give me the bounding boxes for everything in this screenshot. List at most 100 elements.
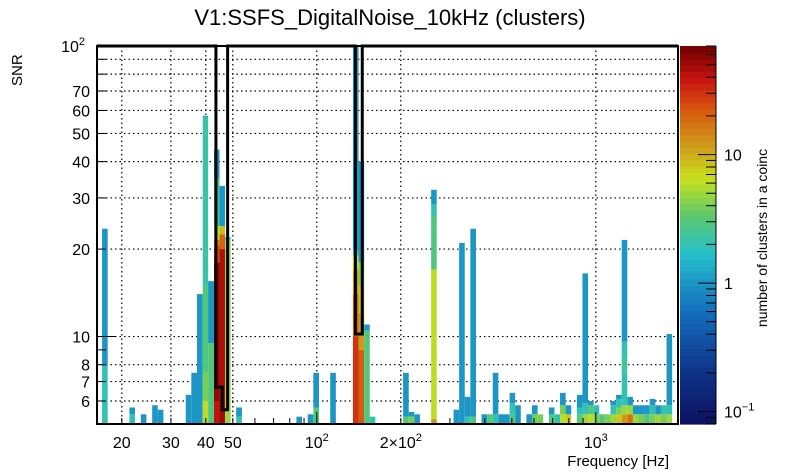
colorbar-swatch: [680, 247, 716, 255]
histogram-bin: [655, 414, 661, 424]
colorbar-swatch: [680, 241, 716, 249]
histogram-bin: [576, 394, 583, 408]
histogram-bin: [129, 407, 135, 415]
histogram-bin: [202, 116, 209, 286]
histogram-bin: [509, 414, 516, 424]
colorbar-swatch: [680, 367, 716, 375]
histogram-bin: [638, 405, 645, 415]
y-axis: 6 78 10 20 30 40 50 60 70 102: [61, 36, 115, 411]
colorbar-swatch: [680, 285, 716, 293]
colorbar-swatch: [680, 228, 716, 236]
histogram-bin: [593, 405, 600, 415]
histogram-bin: [610, 405, 617, 415]
histogram-bin: [509, 403, 516, 415]
colorbar-swatch: [680, 310, 716, 318]
colorbar-swatch: [680, 373, 716, 381]
histogram-bin: [621, 405, 628, 415]
colorbar-swatch: [680, 361, 716, 368]
histogram-bin: [470, 228, 476, 417]
colorbar-swatch: [680, 134, 716, 142]
x-tick-label: 40: [197, 435, 215, 452]
colorbar-swatch: [680, 405, 716, 412]
colorbar-swatch: [680, 260, 716, 268]
colorbar-swatch: [680, 90, 716, 97]
histogram-bin: [464, 396, 471, 417]
histogram-bin: [604, 414, 611, 424]
histogram-bin: [464, 416, 471, 424]
colorbar-swatch: [680, 96, 716, 104]
histogram-bin: [621, 414, 628, 424]
histogram-bin: [459, 242, 465, 424]
colorbar-swatch: [680, 291, 716, 299]
histogram-bin: [431, 269, 437, 420]
colorbar-swatch: [680, 417, 716, 425]
histogram-bin: [610, 414, 617, 424]
histogram-bin: [621, 388, 628, 406]
colorbar-swatch: [680, 83, 716, 91]
histogram-bin: [202, 400, 209, 424]
colorbar-swatch: [680, 266, 716, 274]
histogram-bin: [593, 414, 600, 424]
histogram-bin: [666, 405, 673, 415]
histogram-bin: [632, 414, 639, 424]
outline-step-line: [97, 44, 678, 412]
colorbar-swatch: [680, 386, 716, 394]
histogram-bin: [627, 405, 633, 415]
histogram-bin: [208, 281, 214, 424]
colorbar-swatch: [680, 46, 716, 53]
colorbar-swatch: [680, 178, 716, 186]
colorbar-swatch: [680, 190, 716, 198]
colorbar-swatch: [680, 329, 716, 337]
histogram-bin: [616, 394, 622, 399]
histogram-bin: [627, 414, 633, 424]
histogram-bin: [498, 414, 504, 424]
histogram-bin: [599, 414, 605, 424]
colorbar-swatch: [680, 392, 716, 400]
x-tick-label: 30: [162, 435, 180, 452]
plot-frame: [96, 45, 679, 425]
colorbar: 10−1 1 10: [680, 45, 754, 425]
x-tick-label: 20: [113, 435, 131, 452]
histogram-bin: [408, 416, 415, 424]
histogram-bin: [129, 414, 135, 424]
histogram-bin: [213, 400, 220, 424]
x-tick-label: 50: [224, 435, 242, 452]
histogram-bin: [431, 204, 437, 216]
histogram-bin: [588, 414, 594, 424]
histogram-bin: [313, 407, 319, 424]
colorbar-swatch: [680, 121, 716, 129]
colorbar-swatch: [680, 71, 716, 79]
histogram-bin: [369, 416, 376, 424]
histogram-bin: [532, 414, 538, 424]
colorbar-swatch: [680, 77, 716, 85]
histogram-bin: [352, 336, 359, 424]
colorbar-swatch: [680, 411, 716, 419]
x-axis: 20 30 40 50 102 2×102 103: [113, 412, 608, 452]
histogram-bin: [588, 400, 594, 406]
colorbar-swatch: [680, 298, 716, 305]
histogram-bin: [492, 372, 499, 415]
y-tick-label: 102: [61, 36, 85, 56]
histogram-bin: [364, 330, 370, 424]
outline-step: [97, 44, 678, 412]
colorbar-swatch: [680, 235, 716, 242]
histogram-bin: [470, 416, 476, 424]
histogram-bin: [588, 405, 594, 415]
y-tick-label: 7: [81, 375, 90, 392]
colorbar-swatch: [680, 354, 716, 362]
histogram-bin: [582, 273, 589, 404]
colorbar-swatch: [680, 222, 716, 230]
colorbar-swatch: [680, 323, 716, 331]
colorbar-swatch: [680, 109, 716, 116]
colorbar-swatch: [680, 209, 716, 217]
histogram-bins: [102, 46, 673, 424]
colorbar-swatch: [680, 379, 716, 387]
histogram-bin: [532, 405, 538, 415]
histogram-bin: [403, 372, 409, 417]
x-tick-label: 2×102: [380, 432, 422, 452]
histogram-bin: [196, 364, 203, 375]
histogram-bin: [236, 416, 242, 424]
colorbar-swatch: [680, 140, 716, 148]
histogram-bin: [644, 405, 650, 415]
histogram-bin: [548, 407, 555, 415]
